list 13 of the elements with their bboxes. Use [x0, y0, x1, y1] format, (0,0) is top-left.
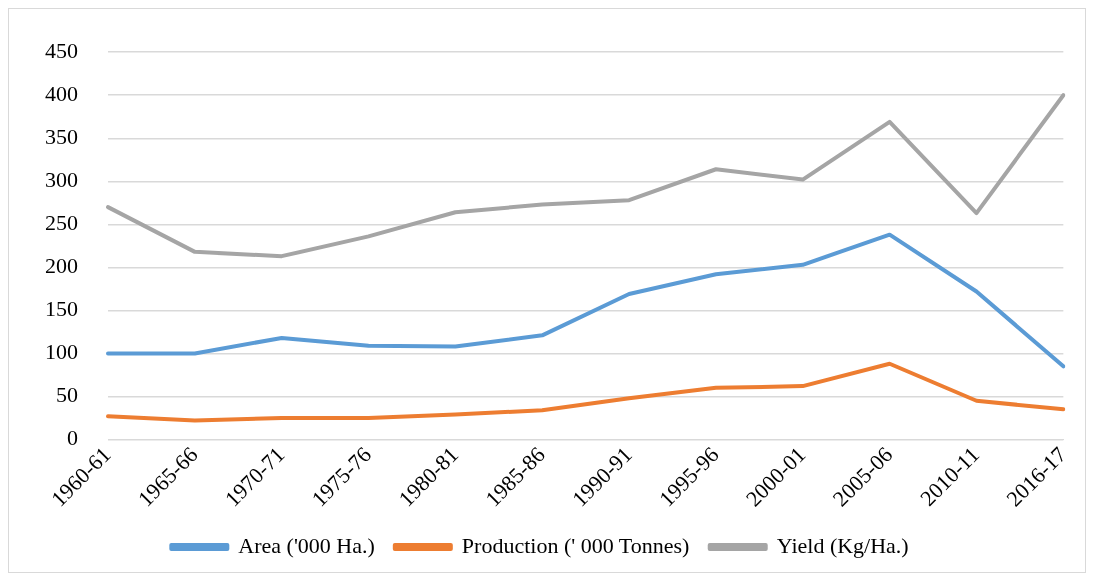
y-tick-label: 350	[45, 124, 78, 150]
y-tick-label: 450	[45, 37, 78, 63]
legend-label: Production (' 000 Tonnes)	[461, 532, 690, 558]
y-tick-label: 250	[45, 210, 78, 236]
y-tick-label: 150	[45, 296, 78, 322]
y-tick-label: 100	[45, 339, 78, 365]
y-tick-label: 300	[45, 167, 78, 193]
legend-label: Yield (Kg/Ha.)	[776, 532, 909, 558]
y-tick-label: 400	[45, 81, 78, 107]
legend-label: Area ('000 Ha.)	[238, 532, 375, 558]
y-tick-label: 50	[56, 382, 78, 408]
y-tick-label: 0	[67, 425, 78, 451]
y-tick-label: 200	[45, 253, 78, 279]
